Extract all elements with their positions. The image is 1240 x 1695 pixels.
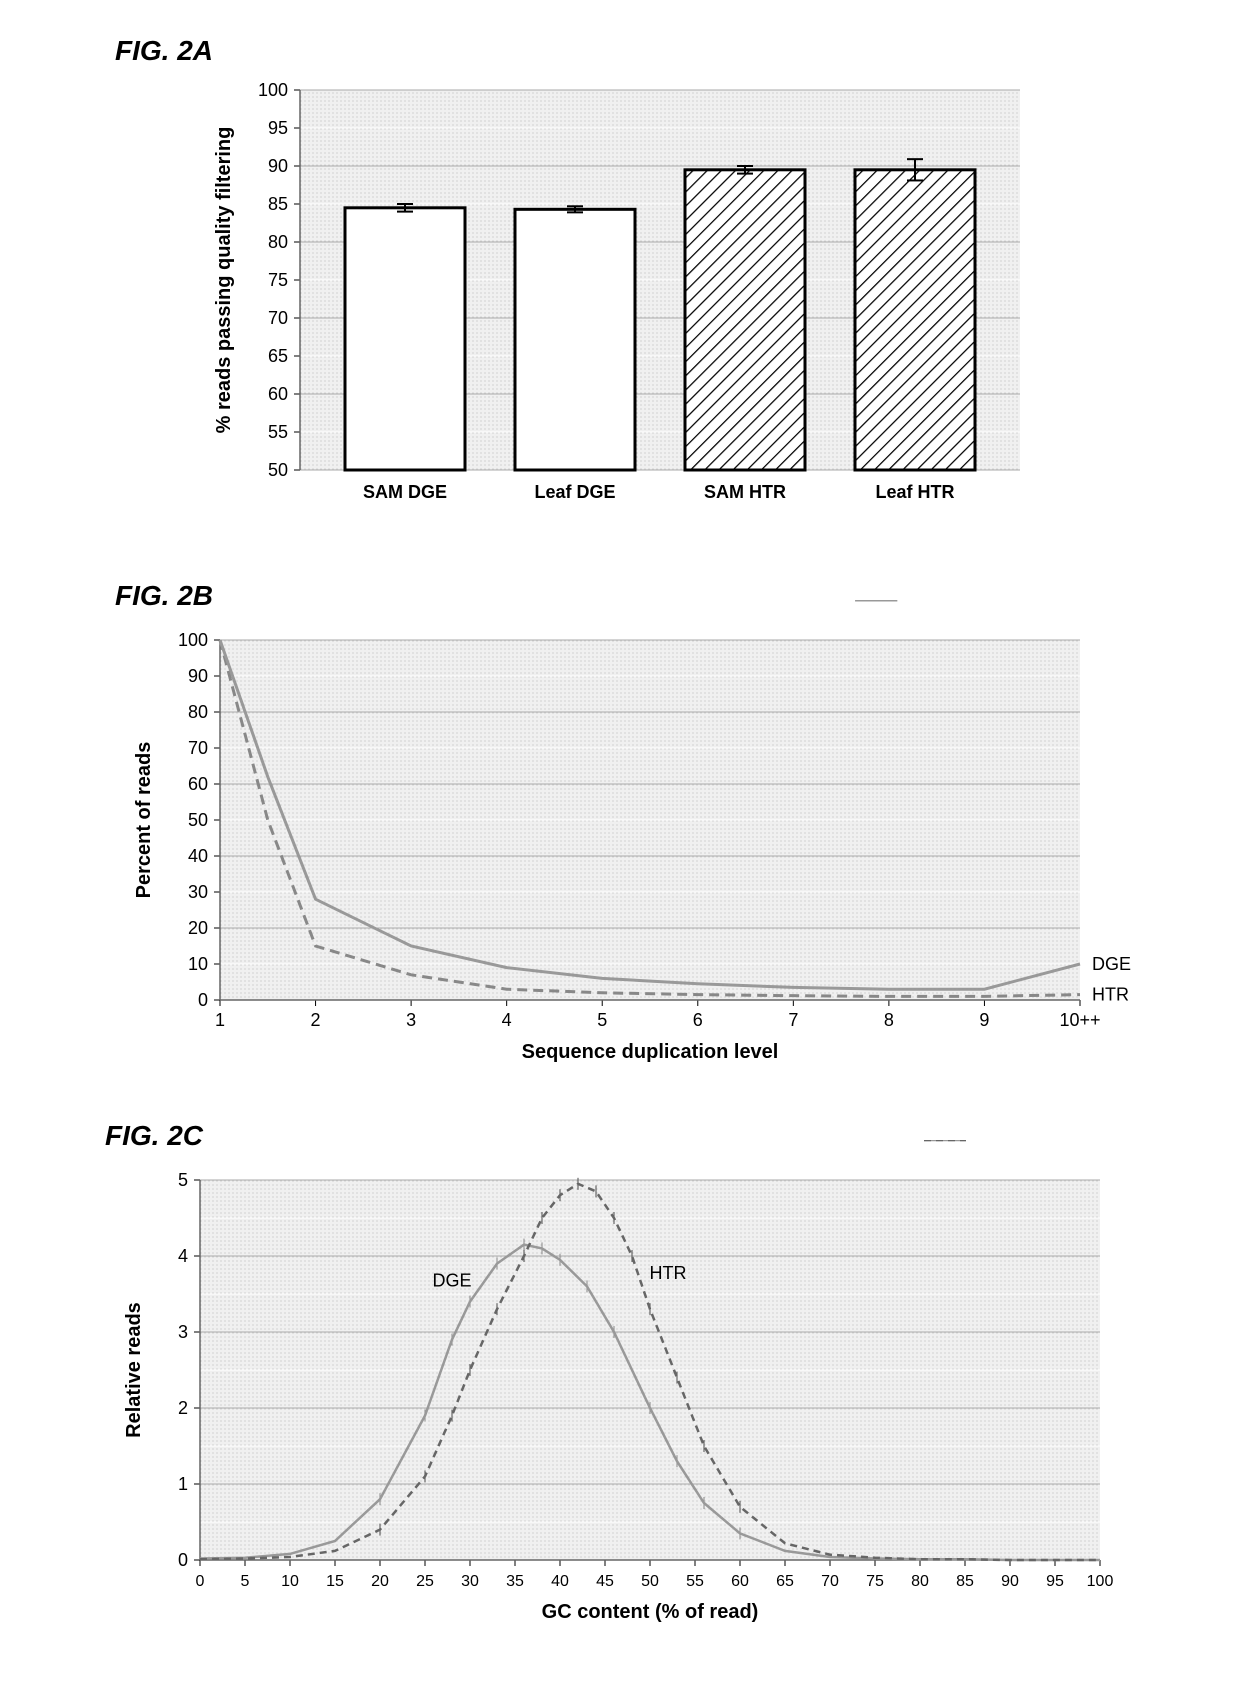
svg-text:1: 1 xyxy=(215,1010,225,1030)
svg-text:5: 5 xyxy=(241,1573,250,1590)
svg-text:4: 4 xyxy=(178,1246,188,1266)
svg-text:1: 1 xyxy=(178,1474,188,1494)
svg-text:Sequence duplication level: Sequence duplication level xyxy=(522,1041,779,1063)
svg-text:3: 3 xyxy=(178,1322,188,1342)
svg-text:90: 90 xyxy=(188,666,208,686)
svg-text:6: 6 xyxy=(693,1010,703,1030)
svg-text:8: 8 xyxy=(884,1010,894,1030)
svg-text:80: 80 xyxy=(188,702,208,722)
svg-text:70: 70 xyxy=(268,308,288,328)
svg-text:55: 55 xyxy=(268,422,288,442)
svg-text:5: 5 xyxy=(597,1010,607,1030)
svg-text:15: 15 xyxy=(326,1573,344,1590)
bar xyxy=(855,170,975,470)
svg-text:75: 75 xyxy=(866,1573,884,1590)
svg-text:3: 3 xyxy=(406,1010,416,1030)
svg-text:5: 5 xyxy=(178,1170,188,1190)
svg-text:95: 95 xyxy=(1046,1573,1064,1590)
svg-text:60: 60 xyxy=(268,384,288,404)
svg-text:10++: 10++ xyxy=(1059,1010,1100,1030)
svg-text:25: 25 xyxy=(416,1573,434,1590)
svg-text:65: 65 xyxy=(268,346,288,366)
svg-text:50: 50 xyxy=(641,1573,659,1590)
svg-text:30: 30 xyxy=(461,1573,479,1590)
svg-text:SAM HTR: SAM HTR xyxy=(704,482,786,502)
svg-text:95: 95 xyxy=(268,118,288,138)
svg-text:HTR: HTR xyxy=(650,1263,687,1283)
svg-text:0: 0 xyxy=(196,1573,205,1590)
svg-text:85: 85 xyxy=(956,1573,974,1590)
svg-text:Relative reads: Relative reads xyxy=(123,1302,145,1438)
bar xyxy=(515,209,635,470)
svg-text:90: 90 xyxy=(1001,1573,1019,1590)
svg-text:20: 20 xyxy=(371,1573,389,1590)
svg-text:HTR: HTR xyxy=(1092,985,1129,1005)
svg-text:30: 30 xyxy=(188,882,208,902)
svg-text:Leaf DGE: Leaf DGE xyxy=(534,482,615,502)
svg-text:10: 10 xyxy=(188,954,208,974)
fig-a-chart: 50 55 60 65 70 75 80 85 90 95 100 % reads passing q… xyxy=(0,0,1240,525)
svg-text:20: 20 xyxy=(188,918,208,938)
svg-text:4: 4 xyxy=(502,1010,512,1030)
svg-text:40: 40 xyxy=(551,1573,569,1590)
svg-text:65: 65 xyxy=(776,1573,794,1590)
svg-text:10: 10 xyxy=(281,1573,299,1590)
svg-text:HTR: HTR xyxy=(974,1140,1011,1144)
svg-text:35: 35 xyxy=(506,1573,524,1590)
svg-text:Leaf HTR: Leaf HTR xyxy=(875,482,954,502)
svg-text:55: 55 xyxy=(686,1573,704,1590)
svg-text:0: 0 xyxy=(198,990,208,1010)
svg-text:40: 40 xyxy=(188,846,208,866)
svg-text:100: 100 xyxy=(258,80,288,100)
svg-text:70: 70 xyxy=(821,1573,839,1590)
svg-text:60: 60 xyxy=(731,1573,749,1590)
bar xyxy=(345,208,465,470)
svg-text:70: 70 xyxy=(188,738,208,758)
bar xyxy=(685,170,805,470)
svg-text:75: 75 xyxy=(268,270,288,290)
svg-text:85: 85 xyxy=(268,194,288,214)
svg-text:9: 9 xyxy=(979,1010,989,1030)
svg-text:50: 50 xyxy=(188,810,208,830)
svg-text:45: 45 xyxy=(596,1573,614,1590)
svg-text:7: 7 xyxy=(788,1010,798,1030)
svg-text:DGE: DGE xyxy=(432,1270,471,1290)
svg-text:80: 80 xyxy=(268,232,288,252)
svg-text:Percent of reads: Percent of reads xyxy=(133,742,155,899)
svg-text:100: 100 xyxy=(1087,1573,1114,1590)
svg-text:0: 0 xyxy=(178,1550,188,1570)
svg-text:80: 80 xyxy=(911,1573,929,1590)
svg-text:90: 90 xyxy=(268,156,288,176)
svg-text:DGE: DGE xyxy=(905,600,944,604)
svg-text:100: 100 xyxy=(178,630,208,650)
svg-text:DGE: DGE xyxy=(1092,954,1131,974)
svg-text:2: 2 xyxy=(178,1398,188,1418)
svg-text:2: 2 xyxy=(311,1010,321,1030)
svg-text:50: 50 xyxy=(268,460,288,480)
svg-text:GC content (% of read): GC content (% of read) xyxy=(542,1601,759,1623)
svg-text:60: 60 xyxy=(188,774,208,794)
svg-text:SAM DGE: SAM DGE xyxy=(363,482,447,502)
svg-text:% reads passing quality filter: % reads passing quality filtering xyxy=(213,127,235,434)
